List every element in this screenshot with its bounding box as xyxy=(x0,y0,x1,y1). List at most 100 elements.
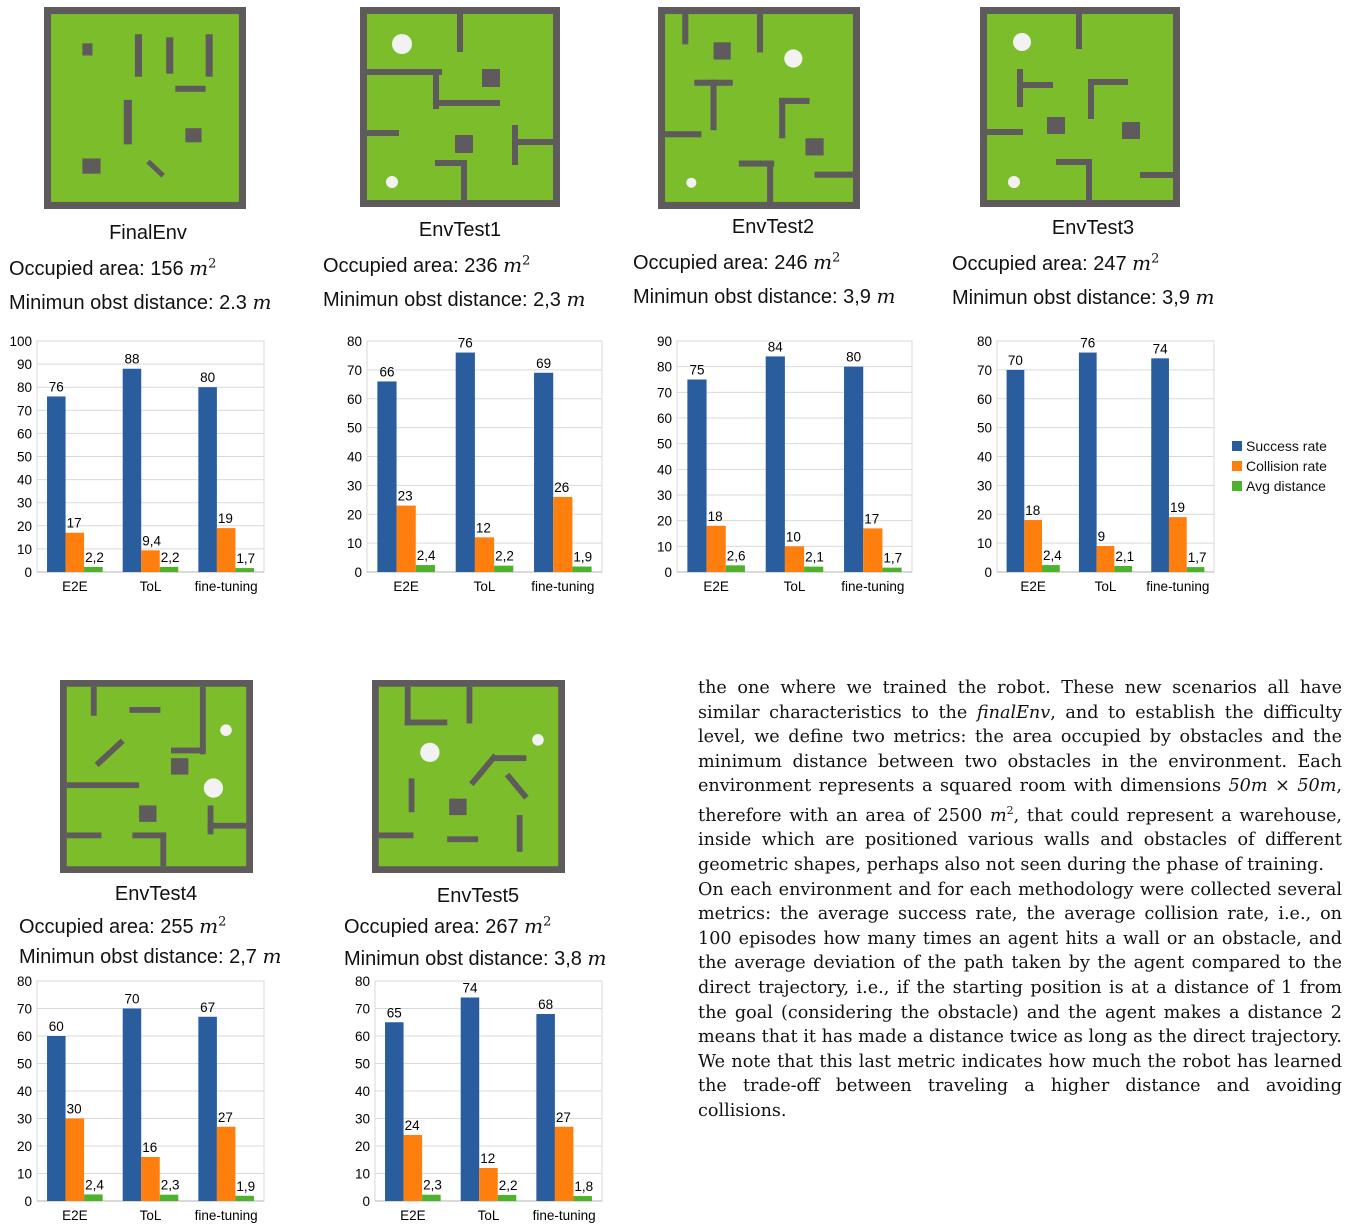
legend-swatch-distance xyxy=(1232,481,1242,491)
data-label-distance: 1,7 xyxy=(883,551,902,566)
bar-distance xyxy=(84,566,103,572)
y-tick-label: 90 xyxy=(657,334,672,349)
data-label-distance: 2,6 xyxy=(727,548,746,563)
text-emphasis: finalEnv xyxy=(976,702,1051,723)
area-unit: m xyxy=(813,250,833,274)
area-exponent: 2 xyxy=(522,253,531,269)
data-label-distance: 2,2 xyxy=(499,1178,518,1193)
data-label-distance: 2,4 xyxy=(85,1177,104,1192)
y-tick-label: 0 xyxy=(24,1194,32,1209)
y-tick-label: 40 xyxy=(977,450,992,465)
dist-unit: m xyxy=(252,290,272,314)
env-name-envtest5: EnvTest5 xyxy=(436,885,520,907)
bar-collision xyxy=(216,1126,236,1201)
data-label-distance: 1,9 xyxy=(573,550,592,565)
bar-collision xyxy=(396,505,416,572)
area-exponent: 2 xyxy=(543,914,552,930)
x-tick-label: E2E xyxy=(703,579,729,594)
legend-item-distance: Avg distance xyxy=(1232,476,1327,496)
env-map-envtest5 xyxy=(372,680,565,873)
data-label-success: 60 xyxy=(49,1019,64,1034)
env-dist-finalenv: Minimun obst distance: 2.3 m xyxy=(9,290,271,315)
legend-label: Avg distance xyxy=(1246,478,1326,494)
bar-distance xyxy=(159,1194,179,1201)
x-tick-label: ToL xyxy=(140,1208,162,1223)
y-tick-label: 50 xyxy=(17,450,32,465)
data-label-collision: 27 xyxy=(556,1110,571,1125)
text-run: , that could represent a warehouse, insi… xyxy=(698,805,1342,876)
x-tick-label: ToL xyxy=(784,579,806,594)
bar-success xyxy=(1006,369,1025,572)
y-tick-label: 60 xyxy=(977,392,992,407)
y-tick-label: 10 xyxy=(17,542,32,557)
env-map-envtest3 xyxy=(980,7,1180,207)
env-map-finalenv xyxy=(44,7,246,209)
area-unit: m xyxy=(1132,251,1152,275)
y-tick-label: 60 xyxy=(347,392,362,407)
data-label-success: 69 xyxy=(536,356,551,371)
bar-success xyxy=(377,381,397,572)
y-tick-label: 10 xyxy=(657,539,672,554)
env-name-envtest3: EnvTest3 xyxy=(1051,217,1135,239)
y-tick-label: 20 xyxy=(347,507,362,522)
env-name-finalenv: FinalEnv xyxy=(109,222,187,244)
area-label: Occupied area: 156 xyxy=(9,258,190,280)
dist-unit: m xyxy=(1195,285,1215,309)
bar-collision xyxy=(554,1126,574,1201)
env-area-envtest2: Occupied area: 246 m2 xyxy=(633,250,840,275)
area-exponent: 2 xyxy=(208,256,217,272)
bar-collision xyxy=(1096,546,1115,572)
env-map-envtest2 xyxy=(658,7,860,209)
data-label-distance: 2,1 xyxy=(805,550,824,565)
bar-collision xyxy=(1168,517,1187,572)
y-tick-label: 80 xyxy=(977,334,992,349)
y-tick-label: 30 xyxy=(355,1112,370,1127)
dist-label: Minimun obst distance: 2.3 xyxy=(9,292,253,314)
env-area-envtest3: Occupied area: 247 m2 xyxy=(952,251,1159,276)
bar-success xyxy=(385,1022,404,1201)
y-tick-label: 40 xyxy=(347,450,362,465)
data-label-success: 74 xyxy=(462,981,478,996)
env-name-envtest2: EnvTest2 xyxy=(731,216,815,238)
y-tick-label: 40 xyxy=(17,473,32,488)
bar-distance xyxy=(572,566,592,572)
x-tick-label: fine-tuning xyxy=(195,579,258,594)
legend-label: Success rate xyxy=(1246,438,1327,454)
data-label-success: 84 xyxy=(768,339,784,354)
area-unit: m xyxy=(503,253,523,277)
env-area-finalenv: Occupied area: 156 m2 xyxy=(9,256,216,281)
data-label-collision: 10 xyxy=(786,529,801,544)
y-tick-label: 0 xyxy=(354,565,362,580)
bar-collision xyxy=(141,550,160,572)
y-tick-label: 10 xyxy=(977,536,992,551)
bar-collision xyxy=(216,528,236,572)
y-tick-label: 40 xyxy=(17,1084,32,1099)
y-tick-label: 20 xyxy=(977,507,992,522)
y-tick-label: 60 xyxy=(17,1029,32,1044)
env-dist-envtest2: Minimun obst distance: 3,9 m xyxy=(633,284,895,309)
y-tick-label: 30 xyxy=(347,478,362,493)
area-label: Occupied area: 255 xyxy=(19,916,200,938)
area-exponent: 2 xyxy=(218,914,227,930)
bar-success xyxy=(47,396,66,572)
x-tick-label: E2E xyxy=(393,579,419,594)
data-label-collision: 26 xyxy=(554,480,569,495)
x-tick-label: E2E xyxy=(62,579,88,594)
dist-unit: m xyxy=(262,944,282,968)
y-tick-label: 30 xyxy=(17,1112,32,1127)
data-label-collision: 18 xyxy=(1025,503,1040,518)
paper-body-text: the one where we trained the robot. Thes… xyxy=(698,676,1342,1124)
data-label-success: 76 xyxy=(49,379,64,394)
area-unit: m xyxy=(524,914,544,938)
bar-distance xyxy=(415,565,435,572)
dist-unit: m xyxy=(587,946,607,970)
area-label: Occupied area: 246 xyxy=(633,252,814,274)
bar-distance xyxy=(725,565,745,572)
x-tick-label: E2E xyxy=(62,1208,88,1223)
y-tick-label: 70 xyxy=(17,1002,32,1017)
data-label-success: 75 xyxy=(689,363,704,378)
env-area-envtest5: Occupied area: 267 m2 xyxy=(344,914,551,939)
bar-distance xyxy=(235,1195,254,1201)
y-tick-label: 70 xyxy=(657,385,672,400)
y-tick-label: 10 xyxy=(355,1167,370,1182)
